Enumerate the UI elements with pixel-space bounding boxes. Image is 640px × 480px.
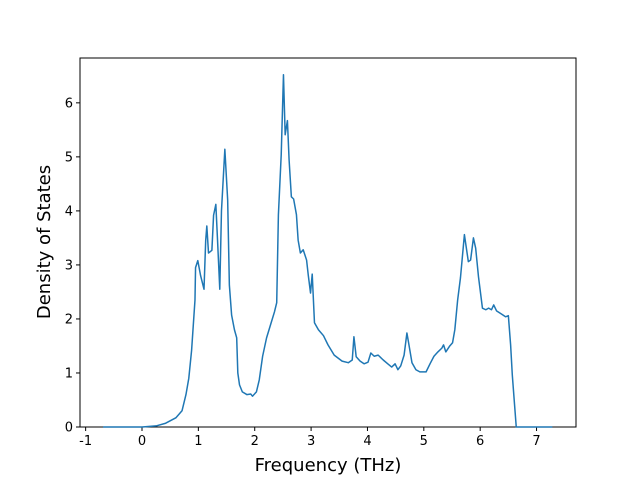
x-tick-label: 7 <box>532 434 540 449</box>
x-tick-label: 5 <box>420 434 428 449</box>
x-tick-label: 6 <box>476 434 484 449</box>
y-tick-label: 6 <box>65 96 73 111</box>
y-tick-label: 1 <box>65 366 73 381</box>
y-tick-label: 0 <box>65 421 73 436</box>
y-tick-label: 3 <box>65 258 73 273</box>
x-axis-label: Frequency (THz) <box>255 455 402 476</box>
y-tick-label: 2 <box>65 312 73 327</box>
x-tick-label: 1 <box>194 434 202 449</box>
y-tick-label: 4 <box>65 204 73 219</box>
x-tick-label: 0 <box>138 434 146 449</box>
axes-frame <box>79 57 577 428</box>
x-tick-label: 4 <box>363 434 371 449</box>
y-tick-label: 5 <box>65 150 73 165</box>
x-tick-label: 2 <box>251 434 259 449</box>
x-tick-label: -1 <box>79 434 92 449</box>
x-tick-label: 3 <box>307 434 315 449</box>
dos-line <box>103 74 553 428</box>
y-axis-label: Density of States <box>34 165 55 319</box>
